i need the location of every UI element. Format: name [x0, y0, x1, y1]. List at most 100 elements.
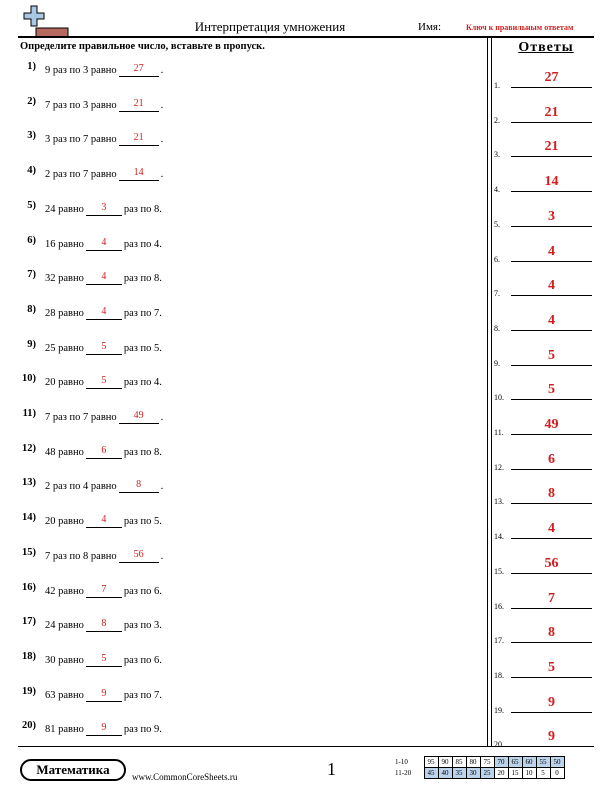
- problem-suffix: .: [160, 481, 164, 493]
- answer-key-line: [511, 607, 592, 609]
- filled-answer: 4: [101, 514, 107, 526]
- score-cell: 25: [479, 767, 495, 779]
- answer-key-value: 4: [548, 312, 555, 328]
- answer-blank[interactable]: 8: [85, 618, 122, 633]
- score-cell: 70: [493, 756, 509, 768]
- problem-prefix: 25 равно: [45, 342, 84, 354]
- answer-blank[interactable]: 9: [85, 688, 122, 702]
- answer-blank[interactable]: 4: [85, 271, 122, 286]
- answer-key-row: 10. 5: [494, 382, 594, 404]
- score-cell: 30: [465, 767, 481, 779]
- answer-key-row: 8. 4: [494, 312, 594, 335]
- problem-text: 7 раз по 8 равно 56.: [45, 548, 163, 563]
- answer-key-line: [511, 156, 592, 158]
- score-table: 1-10 95 90 85 80 75 70 65 60 55 50 11-20 45 40 35 30 25 2…: [395, 756, 565, 779]
- answer-blank[interactable]: 5: [85, 340, 122, 355]
- problem-text: 63 равно 9 раз по 7.: [45, 688, 162, 702]
- answer-key-number: 3.: [494, 150, 500, 160]
- score-cell: 80: [465, 756, 481, 768]
- answer-blank[interactable]: 4: [85, 236, 122, 251]
- problem-prefix: 63 равно: [45, 689, 84, 701]
- answer-key-row: 1. 27: [494, 70, 594, 92]
- answer-key-line: [511, 676, 592, 678]
- answer-key-label: Ключ к правильным ответам: [466, 23, 574, 32]
- filled-answer: 4: [101, 305, 107, 317]
- filled-answer: 21: [133, 97, 144, 109]
- answer-blank[interactable]: 5: [85, 653, 122, 667]
- problem-suffix: раз по 4.: [123, 377, 162, 389]
- problem-suffix: раз по 8.: [123, 446, 162, 458]
- problem-suffix: раз по 8.: [123, 203, 162, 215]
- problem-number: 1): [27, 61, 36, 72]
- answer-key-number: 20.: [494, 740, 504, 750]
- answer-key-line: [511, 468, 592, 470]
- answer-blank[interactable]: 5: [85, 375, 122, 390]
- problem-prefix: 7 раз по 8 равно: [45, 550, 117, 562]
- problem-number: 14): [22, 512, 36, 524]
- problem-number: 7): [27, 269, 36, 281]
- answer-key-line: [511, 121, 592, 123]
- problem-prefix: 30 равно: [45, 654, 84, 666]
- answer-key-line: [511, 538, 592, 540]
- answer-blank[interactable]: 21: [118, 132, 159, 147]
- answer-blank[interactable]: 21: [118, 97, 159, 112]
- answer-key-number: 11.: [494, 428, 504, 437]
- score-row: 11-20 45 40 35 30 25 20 15 10 5 0: [395, 767, 565, 779]
- answer-key-number: 16.: [494, 601, 504, 611]
- problem-number: 3): [27, 130, 36, 142]
- answer-blank[interactable]: 8: [118, 479, 159, 494]
- problem-text: 2 раз по 4 равно 8.: [45, 479, 164, 494]
- filled-answer: 8: [136, 479, 142, 491]
- answer-blank[interactable]: 49: [118, 410, 159, 424]
- problem-number: 6): [27, 234, 36, 246]
- answer-key-line: [511, 225, 592, 227]
- problem-text: 16 равно 4 раз по 4.: [45, 236, 162, 251]
- score-range-label: 1-10: [395, 758, 408, 766]
- problem-prefix: 28 равно: [45, 307, 84, 319]
- answer-blank[interactable]: 14: [118, 167, 159, 182]
- problem-text: 3 раз по 7 равно 21.: [45, 132, 163, 147]
- problem-number: 9): [27, 338, 36, 350]
- answer-blank[interactable]: 7: [85, 584, 122, 598]
- filled-answer: 4: [101, 236, 107, 248]
- filled-answer: 3: [101, 201, 107, 213]
- problem-suffix: раз по 8.: [123, 273, 162, 285]
- answer-blank[interactable]: 3: [85, 201, 122, 216]
- answer-key-value: 49: [544, 417, 559, 432]
- answer-key-line: [511, 295, 592, 297]
- answer-blank[interactable]: 4: [85, 305, 122, 320]
- problem-text: 28 равно 4 раз по 7.: [45, 305, 162, 320]
- filled-answer: 56: [133, 548, 144, 560]
- answer-key-row: 11. 49: [494, 417, 594, 439]
- score-cell: 90: [437, 756, 453, 768]
- filled-answer: 5: [101, 340, 107, 352]
- answer-key-line: [511, 329, 592, 331]
- instruction-text: Определите правильное число, вставьте в …: [20, 41, 265, 52]
- problem-prefix: 42 равно: [45, 585, 84, 597]
- problem-suffix: раз по 9.: [123, 724, 162, 736]
- answer-key-row: 9. 5: [494, 348, 594, 370]
- problem-suffix: раз по 7.: [123, 689, 162, 701]
- answer-blank[interactable]: 56: [118, 548, 159, 563]
- answer-key-line: [511, 711, 592, 713]
- answer-key-value: 6: [548, 451, 555, 467]
- answer-key-line: [511, 399, 592, 401]
- answer-key-value: 7: [548, 590, 555, 606]
- problem-text: 30 равно 5 раз по 6.: [45, 653, 162, 667]
- problem-text: 42 равно 7 раз по 6.: [45, 584, 162, 598]
- problem-number: 2): [27, 95, 36, 107]
- answer-blank[interactable]: 6: [85, 445, 122, 459]
- answer-blank[interactable]: 27: [118, 63, 159, 77]
- answer-blank[interactable]: 4: [85, 514, 122, 529]
- problem-suffix: .: [160, 65, 164, 76]
- answer-key-row: 14. 4: [494, 521, 594, 543]
- plus-logo-icon: [22, 4, 72, 38]
- problem-suffix: раз по 7.: [123, 307, 162, 319]
- answer-key-row: 16. 7: [494, 590, 594, 613]
- answer-key-line: [511, 191, 592, 193]
- answer-key-number: 14.: [494, 532, 504, 542]
- problem-prefix: 24 равно: [45, 620, 84, 632]
- problem-prefix: 48 равно: [45, 446, 84, 458]
- answer-blank[interactable]: 9: [85, 722, 122, 737]
- answer-key-number: 15.: [494, 566, 504, 576]
